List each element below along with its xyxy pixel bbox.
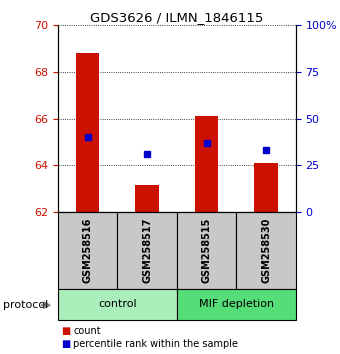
Text: ■: ■	[61, 339, 70, 349]
Text: GSM258516: GSM258516	[83, 218, 92, 283]
Text: ■: ■	[61, 326, 70, 336]
Bar	[135, 185, 159, 212]
Text: GSM258530: GSM258530	[261, 218, 271, 283]
Bar	[75, 53, 99, 212]
Text: MIF depletion: MIF depletion	[199, 299, 274, 309]
Bar	[117, 212, 177, 289]
Bar	[236, 212, 296, 289]
Bar	[177, 289, 296, 320]
Bar	[195, 116, 219, 212]
Text: GSM258517: GSM258517	[142, 218, 152, 283]
Text: control: control	[98, 299, 137, 309]
Text: GSM258515: GSM258515	[202, 218, 211, 283]
Text: percentile rank within the sample: percentile rank within the sample	[73, 339, 238, 349]
Bar	[58, 212, 117, 289]
Bar	[58, 289, 177, 320]
Bar	[177, 212, 236, 289]
Text: protocol: protocol	[3, 300, 49, 310]
Bar	[254, 163, 278, 212]
Title: GDS3626 / ILMN_1846115: GDS3626 / ILMN_1846115	[90, 11, 264, 24]
Text: count: count	[73, 326, 101, 336]
